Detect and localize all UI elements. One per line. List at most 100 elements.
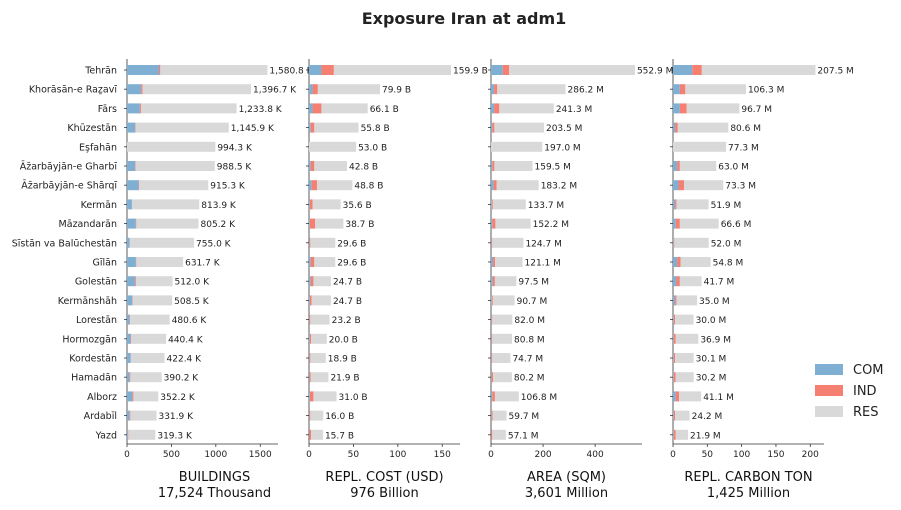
- category-label: Golestān: [75, 277, 117, 288]
- panel-total: 1,425 Million: [707, 486, 790, 501]
- data-label: 286.2 M: [568, 86, 604, 96]
- data-label: 124.7 M: [525, 239, 561, 249]
- category-label: Māzandarān: [59, 219, 117, 230]
- bar-ind: [491, 199, 493, 210]
- bar-ind: [675, 391, 680, 402]
- bar-res: [311, 333, 327, 344]
- bar-com: [127, 314, 130, 325]
- data-label: 319.3 K: [157, 431, 193, 441]
- bar-com: [673, 257, 678, 267]
- data-label: 121.1 M: [525, 259, 561, 269]
- data-label: 106.3 M: [748, 86, 784, 96]
- bar-ind: [310, 276, 314, 287]
- bar-res: [679, 391, 702, 402]
- bar-ind: [309, 410, 311, 421]
- data-label: 152.2 M: [533, 220, 569, 230]
- data-label: 755.0 K: [196, 239, 232, 249]
- bar-res: [312, 199, 341, 210]
- bar-ind: [678, 180, 684, 191]
- bar-com: [127, 103, 140, 114]
- bar-ind: [492, 391, 495, 402]
- bar-com: [673, 353, 674, 363]
- chart-panels: 1,580.8 K 1,396.7 K 1,233.8 K 1,145.9 K 994.…: [124, 59, 854, 501]
- category-label: Yazd: [95, 430, 117, 441]
- x-tick-label: 500: [163, 450, 180, 460]
- panel-1: 1,580.8 K 1,396.7 K 1,233.8 K 1,145.9 K 994.…: [124, 59, 314, 501]
- legend-swatch-ind: [815, 385, 843, 396]
- data-label: 24.7 B: [333, 297, 362, 307]
- bar-ind: [309, 372, 311, 383]
- bar-res: [492, 199, 526, 210]
- bar-ind: [491, 410, 493, 421]
- x-axis-label: AREA (SQM): [527, 470, 606, 485]
- category-label: Ardabīl: [84, 411, 117, 422]
- bar-res: [310, 314, 330, 325]
- bar-res: [130, 372, 162, 383]
- bar-com: [673, 122, 676, 133]
- bar-com: [673, 218, 676, 229]
- data-label: 54.8 M: [713, 259, 744, 269]
- data-label: 1,580.8 K: [269, 67, 313, 77]
- data-label: 36.9 M: [700, 335, 731, 345]
- bar-res: [679, 218, 719, 229]
- x-tick-label: 50: [348, 450, 360, 460]
- bar-ind: [673, 237, 675, 248]
- bar-ind: [491, 353, 493, 363]
- bar-ind: [491, 295, 493, 306]
- bar-ind: [134, 276, 136, 287]
- bar-ind: [673, 353, 676, 363]
- bar-com: [127, 295, 133, 306]
- bar-com: [127, 161, 135, 171]
- data-label: 57.1 M: [508, 431, 539, 441]
- bar-res: [492, 237, 524, 248]
- x-tick-label: 1000: [204, 450, 227, 460]
- bar-com: [673, 333, 674, 344]
- bar-ind: [310, 122, 315, 133]
- bar-res: [676, 295, 698, 306]
- bar-res: [497, 84, 566, 95]
- data-label: 480.6 K: [172, 316, 208, 326]
- bar-res: [493, 372, 512, 383]
- category-label: Kermānshāh: [58, 296, 117, 307]
- bar-res: [701, 65, 816, 75]
- bar-res: [491, 141, 543, 152]
- category-label: Khorāsān-e Raẕavī: [29, 85, 118, 96]
- bar-ind: [502, 65, 510, 75]
- data-label: 48.8 B: [354, 182, 383, 192]
- data-label: 24.7 B: [333, 278, 362, 288]
- data-label: 80.2 M: [514, 374, 545, 384]
- bar-res: [132, 295, 173, 306]
- bar-res: [309, 141, 357, 152]
- data-label: 805.2 K: [201, 220, 237, 230]
- bar-com: [309, 276, 311, 287]
- bar-ind: [491, 333, 493, 344]
- bar-ind: [492, 218, 496, 229]
- bar-com: [673, 161, 678, 171]
- bar-com: [127, 333, 131, 344]
- bar-res: [492, 314, 513, 325]
- bar-ind: [493, 257, 496, 267]
- category-label: Kermān: [81, 200, 117, 211]
- bar-com: [309, 295, 310, 306]
- bar-res: [314, 257, 336, 267]
- bar-res: [680, 257, 711, 267]
- bar-com: [491, 122, 493, 133]
- bar-ind: [492, 161, 495, 171]
- legend: COM IND RES: [815, 363, 884, 420]
- data-label: 988.5 K: [217, 163, 253, 173]
- bar-ind: [677, 161, 680, 171]
- bar-ind: [673, 410, 676, 421]
- category-label: Āz̄arbāyjān-e Shārqī: [21, 181, 117, 192]
- bar-res: [129, 237, 195, 248]
- bar-ind: [309, 353, 311, 363]
- x-axis-label: REPL. COST (USD): [325, 470, 443, 485]
- data-label: 55.8 B: [361, 124, 390, 134]
- panel-total: 17,524 Thousand: [158, 486, 271, 501]
- data-label: 29.6 B: [337, 239, 366, 249]
- bar-com: [673, 391, 676, 402]
- bar-com: [127, 429, 128, 440]
- category-label: Alborz: [87, 392, 117, 403]
- bar-res: [333, 65, 452, 75]
- bar-com: [127, 353, 131, 363]
